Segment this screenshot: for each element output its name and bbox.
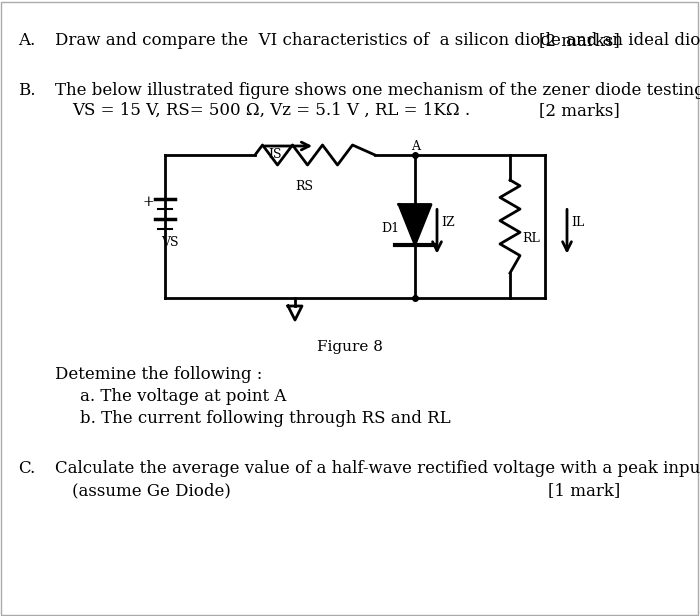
Text: b. The current following through RS and RL: b. The current following through RS and … [80, 410, 451, 427]
Text: RL: RL [522, 232, 540, 245]
Text: IS: IS [268, 148, 281, 161]
Text: Draw and compare the  VI characteristics of  a silicon diode and an ideal diode: Draw and compare the VI characteristics … [55, 32, 700, 49]
Text: VS = 15 V, RS= 500 Ω, Vz = 5.1 V , RL = 1KΩ .: VS = 15 V, RS= 500 Ω, Vz = 5.1 V , RL = … [72, 102, 470, 119]
Text: Figure 8: Figure 8 [317, 340, 383, 354]
Text: Calculate the average value of a half-wave rectified voltage with a peak input v: Calculate the average value of a half-wa… [55, 460, 700, 477]
Text: VS: VS [161, 237, 178, 249]
Text: C.: C. [18, 460, 35, 477]
Text: A.: A. [18, 32, 35, 49]
Text: [2 marks]: [2 marks] [539, 102, 620, 119]
Text: The below illustrated figure shows one mechanism of the zener diode testing with: The below illustrated figure shows one m… [55, 82, 700, 99]
Text: IZ: IZ [441, 216, 454, 230]
Text: a. The voltage at point A: a. The voltage at point A [80, 388, 286, 405]
Text: D1: D1 [381, 222, 399, 235]
Text: +: + [143, 195, 155, 208]
Text: A: A [411, 140, 420, 153]
Text: [1 mark]: [1 mark] [547, 482, 620, 499]
Text: Detemine the following :: Detemine the following : [55, 366, 262, 383]
Text: IL: IL [571, 216, 584, 230]
Text: RS: RS [295, 180, 313, 193]
Polygon shape [399, 205, 431, 245]
Text: [2 marks]: [2 marks] [539, 32, 620, 49]
Text: (assume Ge Diode): (assume Ge Diode) [72, 482, 231, 499]
Text: B.: B. [18, 82, 36, 99]
